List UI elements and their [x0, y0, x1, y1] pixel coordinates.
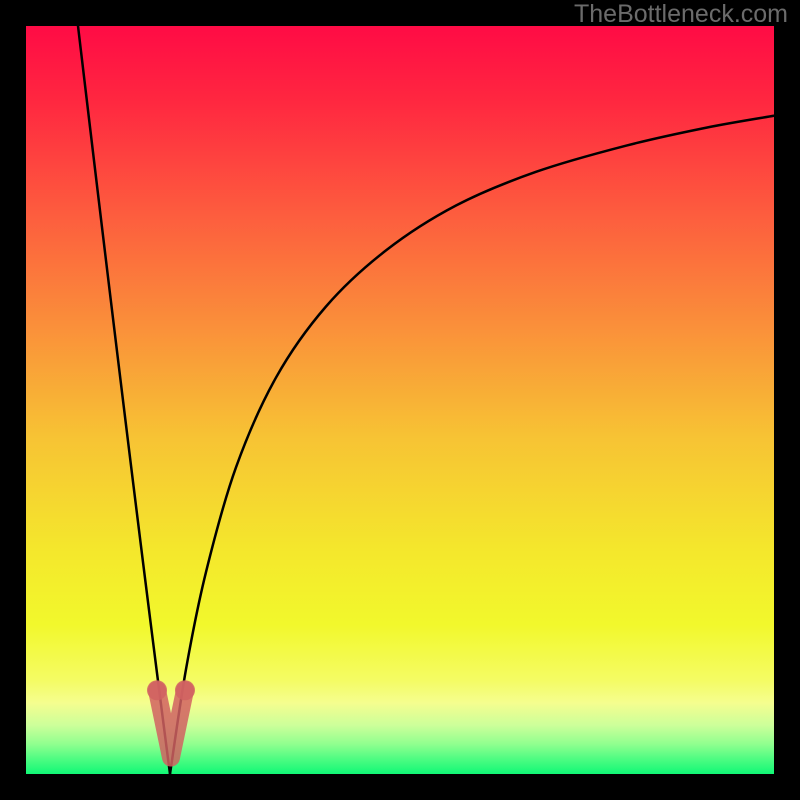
watermark-text: TheBottleneck.com: [574, 0, 788, 29]
plot-area: [26, 26, 774, 774]
vertex-marker-cluster: [147, 680, 195, 757]
bottleneck-curve: [26, 26, 774, 774]
chart-frame: TheBottleneck.com: [0, 0, 800, 800]
